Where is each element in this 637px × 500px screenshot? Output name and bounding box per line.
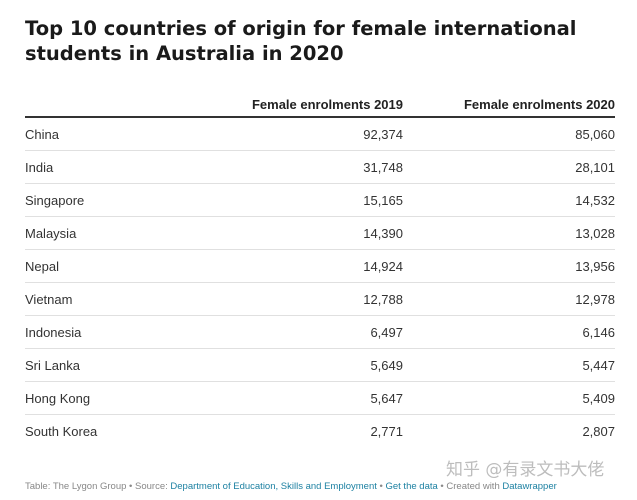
country-cell: Singapore	[25, 183, 195, 217]
enrolments-2019-cell: 14,924	[195, 249, 403, 283]
table-row: South Korea 2,771 2,807	[25, 415, 615, 448]
enrolments-2020-cell: 14,532	[403, 183, 615, 217]
footer-separator: •	[376, 481, 386, 492]
footer-separator: •	[437, 481, 447, 492]
table-credit: Table: The Lygon Group	[25, 481, 127, 492]
table-row: Vietnam 12,788 12,978	[25, 282, 615, 316]
country-cell: India	[25, 150, 195, 184]
chart-title: Top 10 countries of origin for female in…	[25, 17, 577, 65]
table-row: Indonesia 6,497 6,146	[25, 315, 615, 349]
table-body: China 92,374 85,060 India 31,748 28,101 Singap…	[25, 117, 615, 447]
enrolments-2020-cell: 13,956	[403, 249, 615, 283]
created-with-label: Created with	[446, 481, 500, 492]
enrolments-2019-cell: 31,748	[195, 150, 403, 184]
table-header-row: Female enrolments 2019 Female enrolments…	[25, 86, 615, 118]
source-link[interactable]: Department of Education, Skills and Empl…	[170, 481, 377, 492]
enrolments-2019-cell: 5,647	[195, 381, 403, 415]
footer-separator: •	[126, 481, 136, 492]
datawrapper-link[interactable]: Datawrapper	[502, 481, 557, 492]
enrolments-2020-cell: 12,978	[403, 282, 615, 316]
column-header-country	[25, 86, 195, 118]
table-row: Nepal 14,924 13,956	[25, 249, 615, 283]
enrolments-2019-cell: 92,374	[195, 117, 403, 151]
table-row: Sri Lanka 5,649 5,447	[25, 348, 615, 382]
enrolments-2019-cell: 5,649	[195, 348, 403, 382]
enrolments-2019-cell: 6,497	[195, 315, 403, 349]
enrolments-2020-cell: 13,028	[403, 216, 615, 250]
enrolments-2020-cell: 85,060	[403, 117, 615, 151]
country-cell: South Korea	[25, 423, 98, 439]
enrolments-2020-cell: 5,409	[403, 381, 615, 415]
source-label: Source:	[135, 481, 168, 492]
table-row: Malaysia 14,390 13,028	[25, 216, 615, 250]
enrolments-2020-cell: 28,101	[403, 150, 615, 184]
enrolments-2019-cell: 14,390	[195, 216, 403, 250]
country-cell: Vietnam	[25, 282, 195, 316]
country-cell: Nepal	[25, 249, 195, 283]
column-header-2019: Female enrolments 2019	[195, 86, 403, 118]
table-row: India 31,748 28,101	[25, 150, 615, 184]
enrolments-2020-cell: 6,146	[403, 315, 615, 349]
enrolments-2020-cell: 5,447	[403, 348, 615, 382]
data-table: Female enrolments 2019 Female enrolments…	[25, 86, 615, 447]
country-cell: Malaysia	[25, 216, 195, 250]
enrolments-2019-cell: 15,165	[195, 183, 403, 217]
watermark: 知乎 @有录文书大佬	[446, 460, 605, 480]
enrolments-2019-cell: 12,788	[195, 282, 403, 316]
country-cell: Sri Lanka	[25, 348, 195, 382]
column-header-2020: Female enrolments 2020	[403, 86, 615, 118]
country-cell: China	[25, 117, 195, 151]
table-row: Singapore 15,165 14,532	[25, 183, 615, 217]
footer: Table: The Lygon Group • Source: Departm…	[25, 481, 557, 492]
table-row: Hong Kong 5,647 5,409	[25, 381, 615, 415]
get-data-link[interactable]: Get the data	[385, 481, 438, 492]
enrolments-2020-cell: 2,807	[582, 423, 615, 439]
data-table-container: Female enrolments 2019 Female enrolments…	[25, 86, 615, 447]
country-cell: Hong Kong	[25, 381, 195, 415]
table-row: China 92,374 85,060	[25, 117, 615, 151]
country-cell: Indonesia	[25, 315, 195, 349]
enrolments-2019-cell: 2,771	[370, 423, 403, 439]
